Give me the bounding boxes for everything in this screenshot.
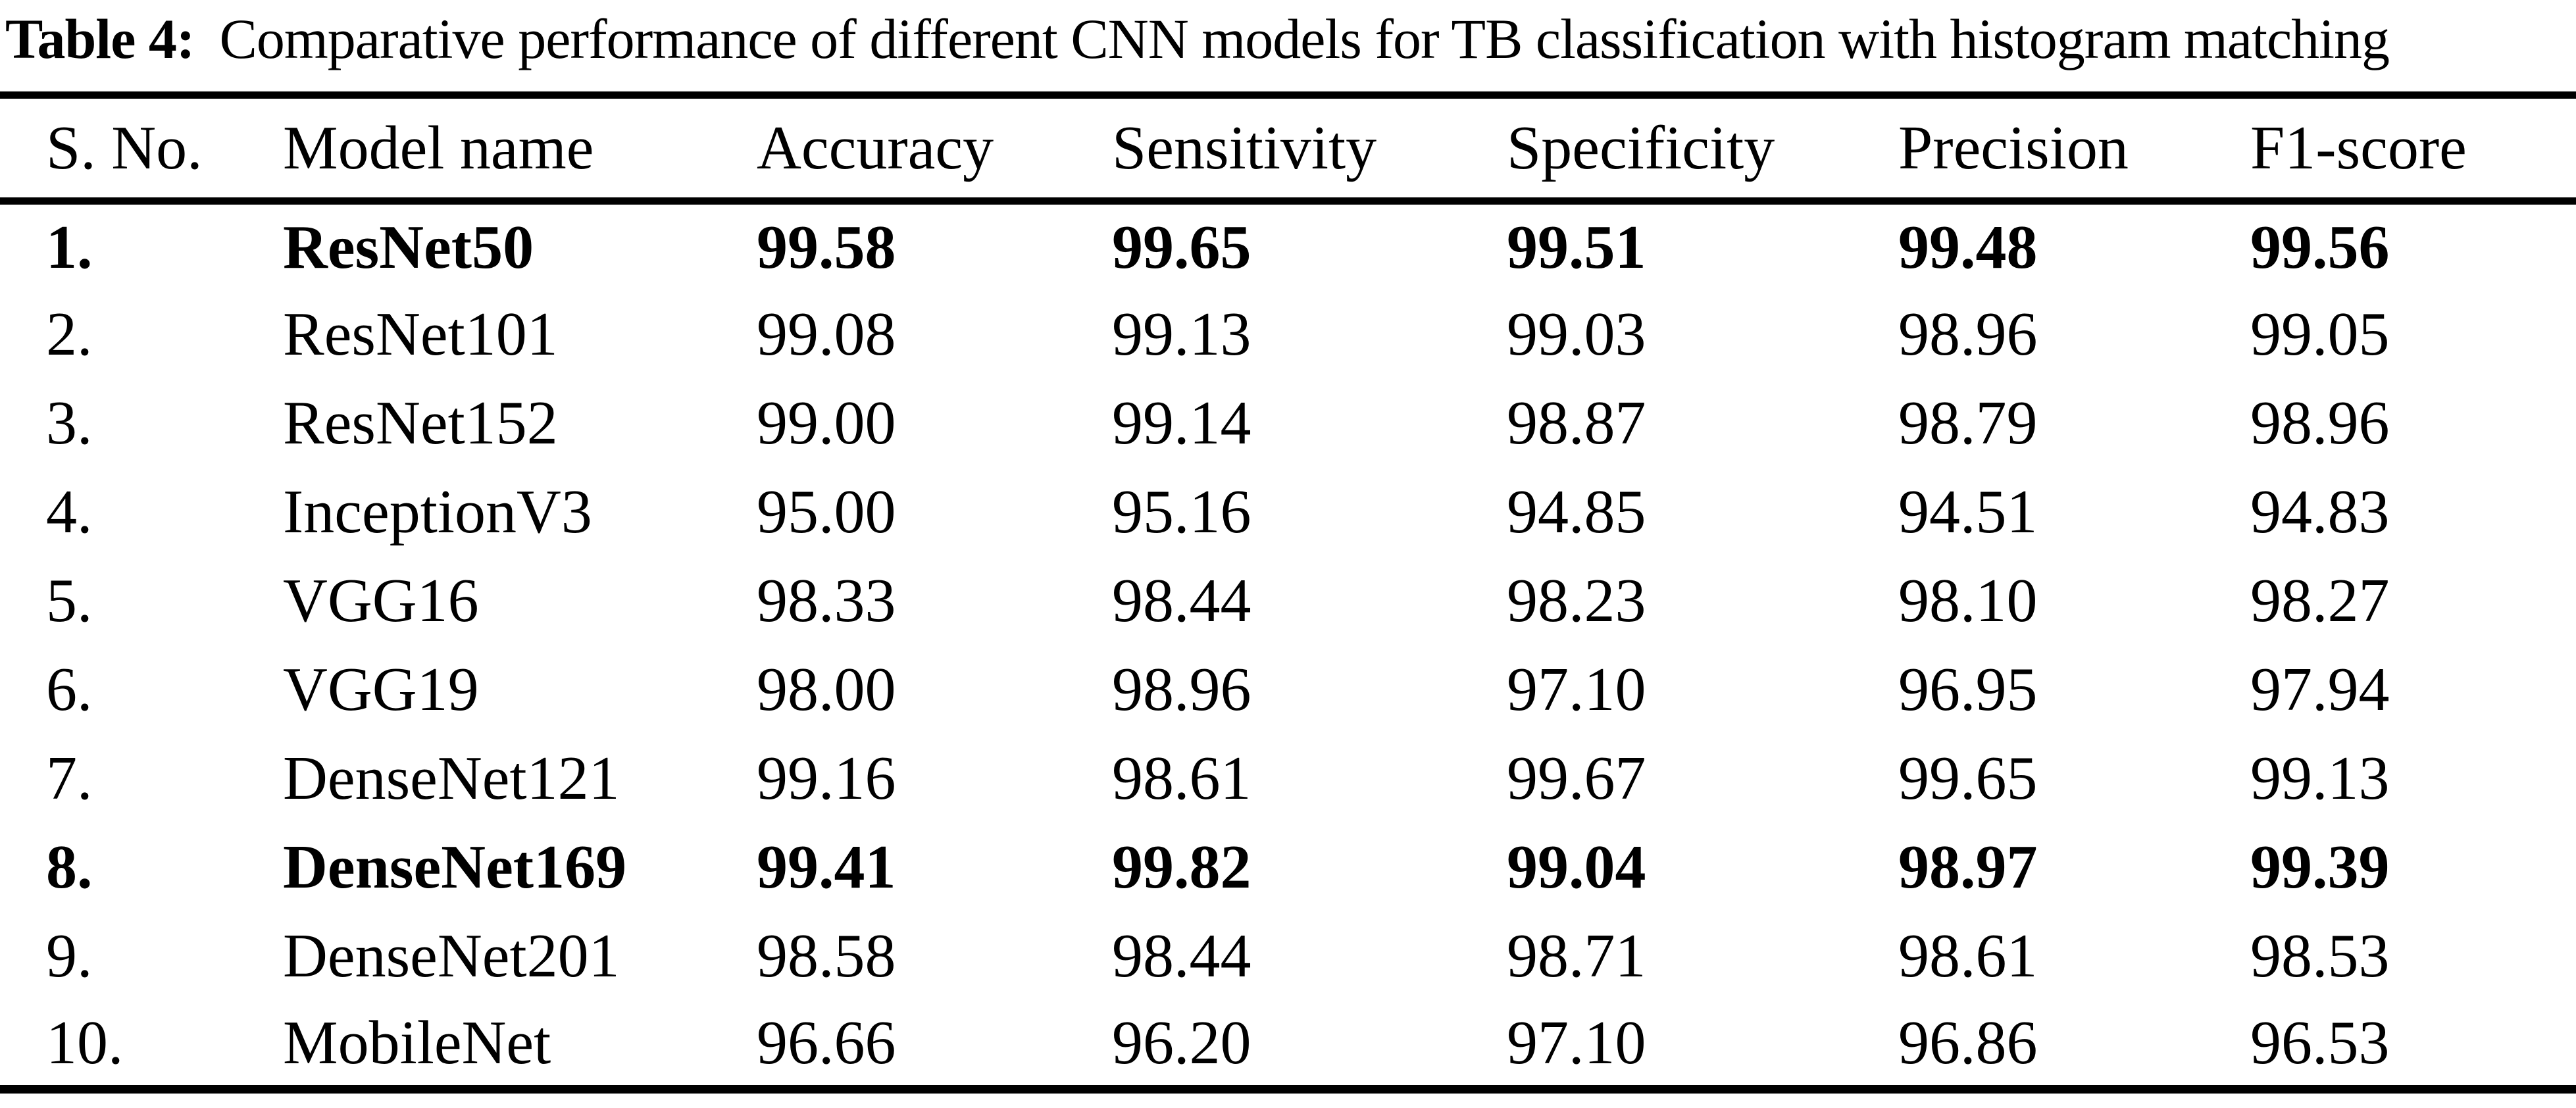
cell-specificity: 98.71: [1507, 922, 1646, 991]
cell-sno: 2.: [46, 300, 93, 369]
cell-precision: 94.51: [1898, 478, 2038, 547]
column-header-f1-score: F1-score: [2250, 114, 2467, 183]
cell-f1-score: 99.05: [2250, 300, 2390, 369]
cell-sensitivity: 98.44: [1112, 922, 1251, 991]
cell-specificity: 99.51: [1507, 213, 1646, 282]
cell-sensitivity: 99.14: [1112, 389, 1251, 458]
cell-accuracy: 98.00: [757, 655, 896, 724]
cell-sno: 1.: [46, 213, 93, 282]
cell-model-name: DenseNet121: [283, 744, 620, 813]
cell-model-name: DenseNet169: [283, 833, 627, 902]
cell-sensitivity: 99.13: [1112, 300, 1251, 369]
cell-sno: 9.: [46, 922, 93, 991]
cell-precision: 98.97: [1898, 833, 2038, 902]
header-row: S. No. Model name Accuracy Sensitivity S…: [0, 95, 2576, 201]
cell-f1-score: 99.13: [2250, 744, 2390, 813]
cell-model-name: MobileNet: [283, 1008, 551, 1077]
table-row: 4. InceptionV3 95.00 95.16 94.85 94.51 9…: [0, 468, 2576, 557]
column-header-sno: S. No.: [46, 114, 203, 183]
cell-accuracy: 99.08: [757, 300, 896, 369]
cell-model-name: DenseNet201: [283, 922, 620, 991]
cell-sno: 6.: [46, 655, 93, 724]
cell-sno: 4.: [46, 478, 93, 547]
cell-accuracy: 98.58: [757, 922, 896, 991]
table-row: 3. ResNet152 99.00 99.14 98.87 98.79 98.…: [0, 379, 2576, 468]
cell-accuracy: 96.66: [757, 1008, 896, 1077]
table-caption: Table 4: Comparative performance of diffe…: [0, 0, 2576, 73]
cell-accuracy: 98.33: [757, 567, 896, 636]
cell-f1-score: 99.56: [2250, 213, 2390, 282]
cell-precision: 96.95: [1898, 655, 2038, 724]
cell-sno: 10.: [46, 1008, 124, 1077]
cell-accuracy: 95.00: [757, 478, 896, 547]
cell-model-name: ResNet101: [283, 300, 558, 369]
cell-accuracy: 99.41: [757, 833, 896, 902]
cell-sno: 8.: [46, 833, 93, 902]
cell-precision: 98.10: [1898, 567, 2038, 636]
cell-model-name: ResNet152: [283, 389, 558, 458]
cell-f1-score: 94.83: [2250, 478, 2390, 547]
cell-sensitivity: 98.44: [1112, 567, 1251, 636]
table-row: 1. ResNet50 99.58 99.65 99.51 99.48 99.5…: [0, 201, 2576, 290]
cell-specificity: 99.03: [1507, 300, 1646, 369]
table-row: 9. DenseNet201 98.58 98.44 98.71 98.61 9…: [0, 912, 2576, 1001]
cell-specificity: 98.23: [1507, 567, 1646, 636]
cell-specificity: 98.87: [1507, 389, 1646, 458]
cell-accuracy: 99.16: [757, 744, 896, 813]
cell-precision: 98.61: [1898, 922, 2038, 991]
column-header-accuracy: Accuracy: [757, 114, 994, 183]
table-caption-text: Comparative performance of different CNN…: [219, 7, 2390, 70]
column-header-precision: Precision: [1898, 114, 2129, 183]
cell-f1-score: 96.53: [2250, 1008, 2390, 1077]
table-row: 8. DenseNet169 99.41 99.82 99.04 98.97 9…: [0, 823, 2576, 912]
cell-precision: 98.79: [1898, 389, 2038, 458]
cell-specificity: 99.04: [1507, 833, 1646, 902]
table-row: 5. VGG16 98.33 98.44 98.23 98.10 98.27: [0, 557, 2576, 645]
cell-f1-score: 97.94: [2250, 655, 2390, 724]
cell-sensitivity: 96.20: [1112, 1008, 1251, 1077]
cell-precision: 98.96: [1898, 300, 2038, 369]
cell-precision: 99.65: [1898, 744, 2038, 813]
cell-model-name: ResNet50: [283, 213, 534, 282]
cell-model-name: VGG19: [283, 655, 479, 724]
cell-f1-score: 98.96: [2250, 389, 2390, 458]
cell-f1-score: 98.27: [2250, 567, 2390, 636]
cell-sensitivity: 99.82: [1112, 833, 1251, 902]
cell-sensitivity: 95.16: [1112, 478, 1251, 547]
performance-table: S. No. Model name Accuracy Sensitivity S…: [0, 91, 2576, 1094]
cell-sno: 5.: [46, 567, 93, 636]
table-row: 10. MobileNet 96.66 96.20 97.10 96.86 96…: [0, 1001, 2576, 1090]
cell-precision: 96.86: [1898, 1008, 2038, 1077]
cell-specificity: 97.10: [1507, 1008, 1646, 1077]
column-header-sensitivity: Sensitivity: [1112, 114, 1377, 183]
table-row: 2. ResNet101 99.08 99.13 99.03 98.96 99.…: [0, 290, 2576, 379]
cell-model-name: VGG16: [283, 567, 479, 636]
cell-model-name: InceptionV3: [283, 478, 592, 547]
column-header-specificity: Specificity: [1507, 114, 1775, 183]
cell-precision: 99.48: [1898, 213, 2038, 282]
column-header-model-name: Model name: [283, 114, 594, 183]
cell-f1-score: 99.39: [2250, 833, 2390, 902]
cell-f1-score: 98.53: [2250, 922, 2390, 991]
cell-sensitivity: 99.65: [1112, 213, 1251, 282]
table-caption-label: Table 4:: [5, 7, 195, 70]
cell-sensitivity: 98.96: [1112, 655, 1251, 724]
cell-accuracy: 99.58: [757, 213, 896, 282]
cell-sno: 3.: [46, 389, 93, 458]
cell-specificity: 94.85: [1507, 478, 1646, 547]
cell-specificity: 99.67: [1507, 744, 1646, 813]
cell-accuracy: 99.00: [757, 389, 896, 458]
table-row: 6. VGG19 98.00 98.96 97.10 96.95 97.94: [0, 645, 2576, 734]
cell-specificity: 97.10: [1507, 655, 1646, 724]
cell-sno: 7.: [46, 744, 93, 813]
cell-sensitivity: 98.61: [1112, 744, 1251, 813]
table-row: 7. DenseNet121 99.16 98.61 99.67 99.65 9…: [0, 734, 2576, 823]
